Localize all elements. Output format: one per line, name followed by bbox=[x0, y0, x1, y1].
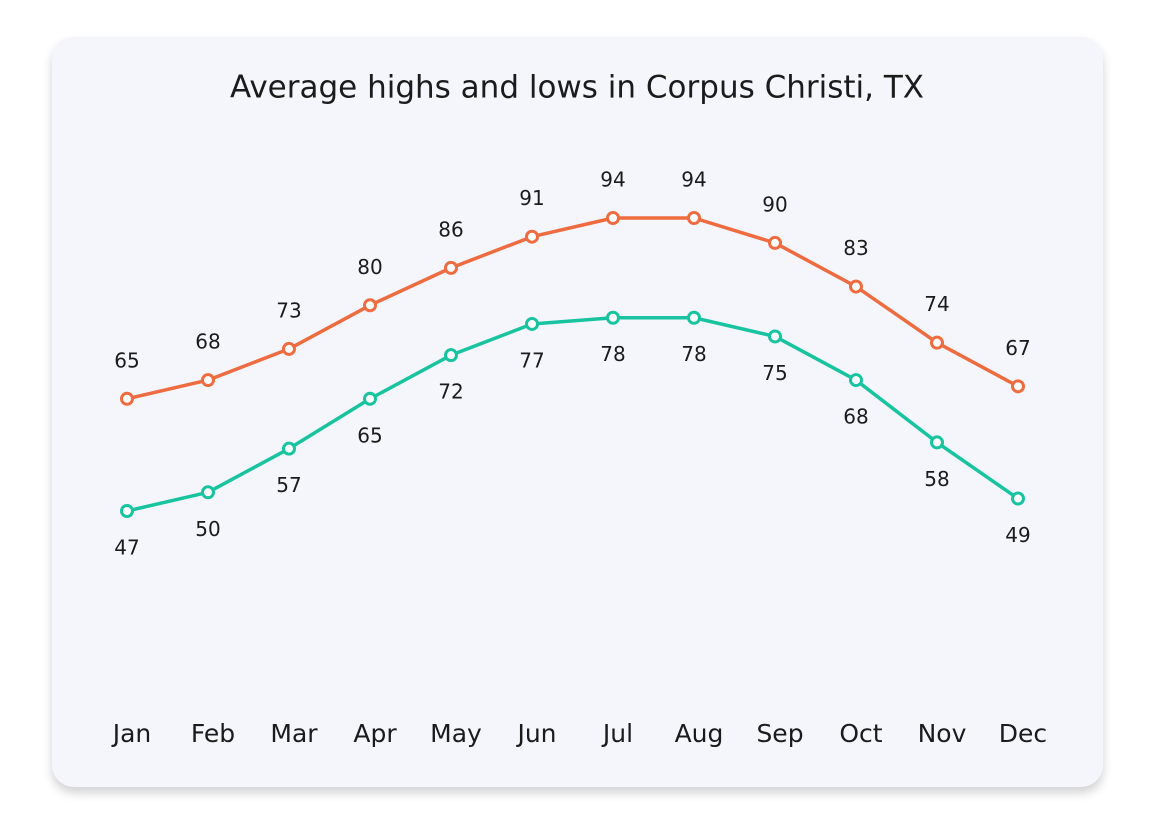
point bbox=[282, 341, 296, 356]
point bbox=[363, 391, 377, 406]
x-tick-label: Feb bbox=[191, 719, 235, 748]
data-label: 58 bbox=[924, 467, 949, 491]
point bbox=[768, 235, 782, 250]
data-label: 68 bbox=[195, 330, 220, 354]
point bbox=[201, 373, 215, 388]
data-label: 78 bbox=[600, 342, 625, 366]
data-label: 68 bbox=[843, 405, 868, 429]
x-tick-label: Apr bbox=[353, 719, 397, 748]
data-label: 65 bbox=[114, 348, 139, 372]
data-label: 94 bbox=[600, 168, 625, 192]
point bbox=[768, 329, 782, 344]
data-label: 67 bbox=[1005, 336, 1030, 360]
point bbox=[444, 260, 458, 275]
point bbox=[1011, 379, 1025, 394]
series-line bbox=[126, 216, 1019, 401]
point bbox=[525, 229, 539, 244]
data-label: 73 bbox=[276, 298, 301, 322]
x-tick-label: Jun bbox=[515, 719, 556, 748]
series-line bbox=[126, 315, 1019, 513]
data-label: 47 bbox=[114, 536, 139, 560]
x-tick-label: Oct bbox=[839, 719, 882, 748]
point bbox=[201, 485, 215, 500]
x-tick-label: Jul bbox=[601, 719, 633, 748]
data-label: 86 bbox=[438, 217, 463, 241]
point bbox=[120, 504, 134, 518]
point bbox=[930, 335, 944, 350]
point bbox=[930, 435, 944, 450]
data-label: 90 bbox=[762, 192, 787, 216]
data-label: 50 bbox=[195, 517, 220, 541]
point bbox=[687, 310, 701, 325]
chart-title: Average highs and lows in Corpus Christi… bbox=[230, 70, 924, 106]
point bbox=[687, 211, 701, 225]
point bbox=[363, 298, 377, 313]
point bbox=[606, 211, 620, 225]
point bbox=[606, 310, 620, 325]
data-label: 65 bbox=[357, 423, 382, 447]
x-tick-label: May bbox=[430, 719, 482, 748]
data-label: 94 bbox=[681, 168, 706, 192]
data-label: 74 bbox=[924, 292, 949, 316]
x-tick-label: Sep bbox=[756, 719, 803, 748]
data-label: 78 bbox=[681, 342, 706, 366]
data-label: 80 bbox=[357, 255, 382, 279]
data-label: 72 bbox=[438, 380, 463, 404]
data-label: 83 bbox=[843, 236, 868, 260]
point bbox=[525, 316, 539, 331]
point bbox=[849, 373, 863, 388]
point bbox=[120, 391, 134, 406]
data-label: 57 bbox=[276, 473, 301, 497]
data-label: 75 bbox=[762, 361, 787, 385]
point bbox=[444, 348, 458, 363]
data-label: 49 bbox=[1005, 523, 1030, 547]
point bbox=[282, 441, 296, 456]
point bbox=[849, 279, 863, 294]
x-tick-label: Jan bbox=[111, 719, 152, 748]
x-tick-label: Nov bbox=[918, 719, 967, 748]
data-label: 91 bbox=[519, 186, 544, 210]
chart-card bbox=[52, 37, 1103, 787]
x-tick-label: Mar bbox=[270, 719, 318, 748]
data-label: 77 bbox=[519, 348, 544, 372]
point bbox=[1011, 491, 1025, 506]
x-tick-label: Aug bbox=[675, 719, 724, 748]
x-tick-label: Dec bbox=[999, 719, 1047, 748]
